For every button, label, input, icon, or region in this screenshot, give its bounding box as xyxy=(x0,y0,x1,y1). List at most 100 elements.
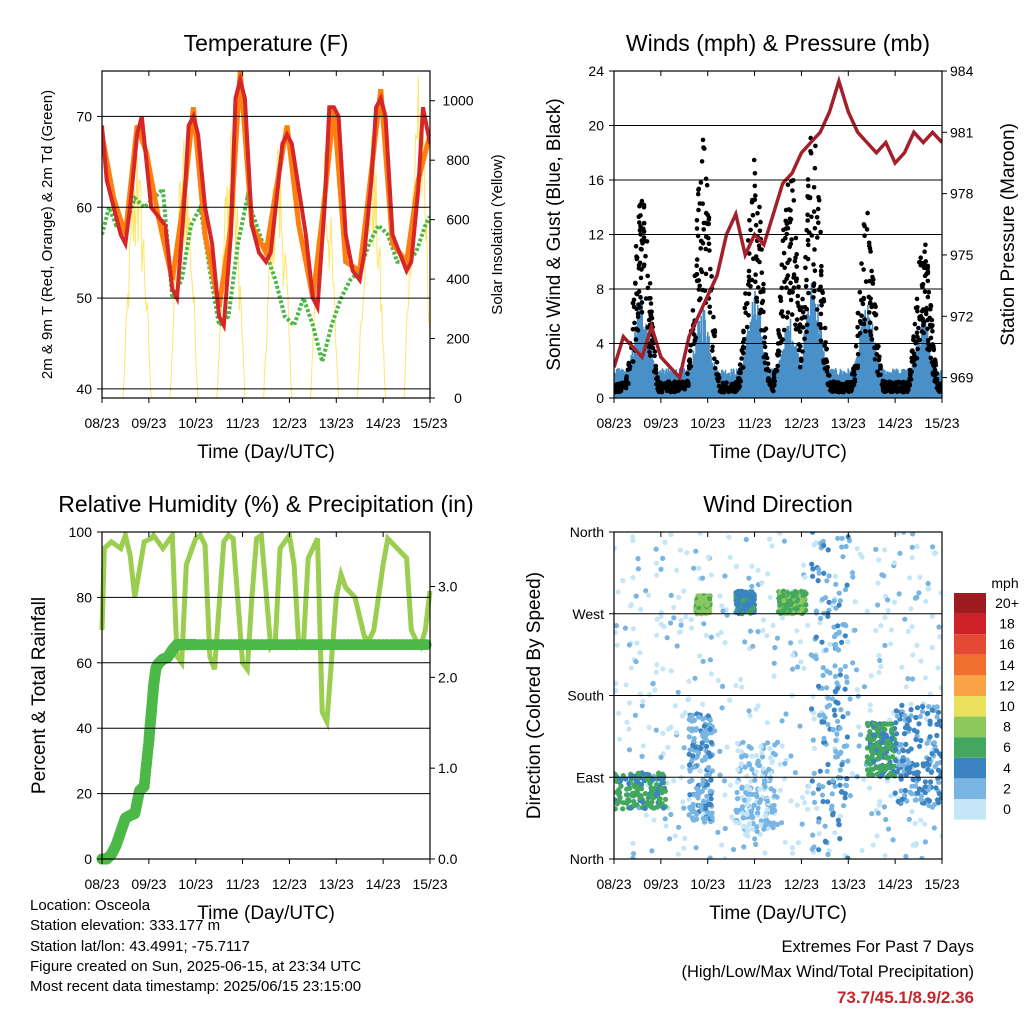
direction-point xyxy=(681,745,687,751)
direction-point xyxy=(665,744,671,751)
direction-point xyxy=(626,747,633,753)
gust-point xyxy=(730,385,735,391)
direction-point xyxy=(717,593,723,599)
gust-point xyxy=(743,291,748,296)
direction-point xyxy=(653,727,659,733)
direction-point xyxy=(933,748,940,754)
gust-point xyxy=(795,300,800,306)
direction-point xyxy=(703,733,709,739)
gust-point xyxy=(635,314,641,320)
gust-point xyxy=(912,362,917,368)
gust-point xyxy=(667,385,673,391)
gust-point xyxy=(811,262,816,267)
gust-point xyxy=(751,157,757,163)
direction-point xyxy=(733,682,739,689)
y2tick-label-2-3: 3.0 xyxy=(438,579,458,595)
gust-point xyxy=(867,310,872,315)
direction-point xyxy=(891,560,897,566)
direction-point xyxy=(928,779,934,785)
direction-point xyxy=(905,676,911,682)
direction-point xyxy=(614,642,621,648)
gust-point xyxy=(703,210,709,216)
direction-point xyxy=(707,657,714,663)
gust-point xyxy=(721,389,727,395)
chart-3: North East South West North 08/23 09/23 10/23 11… xyxy=(524,491,1019,924)
direction-point xyxy=(814,805,820,812)
direction-point xyxy=(869,811,875,817)
gust-point xyxy=(746,268,752,274)
direction-point xyxy=(829,696,836,702)
ytick-label-2-2: 40 xyxy=(76,720,92,736)
gust-point xyxy=(795,293,801,299)
direction-point xyxy=(769,759,775,766)
direction-point xyxy=(658,754,664,760)
direction-point xyxy=(626,785,632,792)
direction-point xyxy=(755,629,761,635)
gust-point xyxy=(789,312,795,317)
gust-point xyxy=(740,344,746,350)
direction-point xyxy=(692,809,698,815)
ytick-label-1-0: 0 xyxy=(596,390,604,406)
direction-point xyxy=(760,627,766,634)
direction-point xyxy=(932,763,938,770)
gust-point xyxy=(818,284,823,290)
gust-point xyxy=(758,289,763,295)
direction-point xyxy=(795,597,801,603)
direction-point xyxy=(894,713,900,719)
direction-point xyxy=(769,543,775,549)
gust-point xyxy=(866,294,872,300)
direction-point xyxy=(708,572,714,578)
gust-point xyxy=(793,255,798,261)
gust-point xyxy=(781,250,787,256)
direction-point xyxy=(739,810,746,816)
direction-point xyxy=(825,721,831,728)
direction-point xyxy=(790,593,797,599)
direction-point xyxy=(876,557,882,563)
gust-point xyxy=(744,301,749,307)
gust-point xyxy=(914,356,920,361)
direction-point xyxy=(741,605,747,612)
gust-point xyxy=(788,280,793,286)
direction-point xyxy=(811,716,817,722)
direction-point xyxy=(836,602,842,608)
direction-point xyxy=(809,846,815,852)
plot-area-rh xyxy=(96,532,433,865)
gust-point xyxy=(863,329,868,334)
gust-point xyxy=(633,337,639,342)
gust-point xyxy=(647,281,653,286)
gust-point xyxy=(771,371,777,377)
ytick-label-2-1: 20 xyxy=(76,786,92,802)
gust-point xyxy=(739,356,744,361)
direction-point xyxy=(699,575,706,581)
direction-point xyxy=(699,740,705,746)
gust-point xyxy=(687,357,693,362)
direction-point xyxy=(781,592,787,599)
direction-point xyxy=(922,779,929,785)
direction-point xyxy=(810,832,816,838)
direction-point xyxy=(924,740,930,746)
direction-point xyxy=(687,792,693,798)
direction-point xyxy=(838,667,844,673)
gust-point xyxy=(818,325,824,331)
direction-point xyxy=(869,743,875,750)
ytick-label-1-3: 12 xyxy=(588,227,604,243)
gust-point xyxy=(923,242,928,248)
direction-point xyxy=(699,781,705,787)
gust-point xyxy=(785,225,791,231)
gust-point xyxy=(822,325,828,331)
direction-point xyxy=(668,724,674,731)
direction-point xyxy=(744,801,751,808)
direction-point xyxy=(701,723,708,729)
gust-point xyxy=(753,272,758,278)
direction-point xyxy=(842,791,848,797)
direction-point xyxy=(813,540,819,546)
gust-point xyxy=(809,214,814,220)
gust-point xyxy=(696,207,701,213)
direction-point xyxy=(816,683,822,689)
xtick-label-3-4: 12/23 xyxy=(784,876,819,892)
direction-point xyxy=(893,740,899,747)
xtick-label-1-7: 15/23 xyxy=(924,415,959,431)
gust-point xyxy=(878,372,883,378)
direction-point xyxy=(925,580,931,587)
direction-point xyxy=(877,750,883,756)
